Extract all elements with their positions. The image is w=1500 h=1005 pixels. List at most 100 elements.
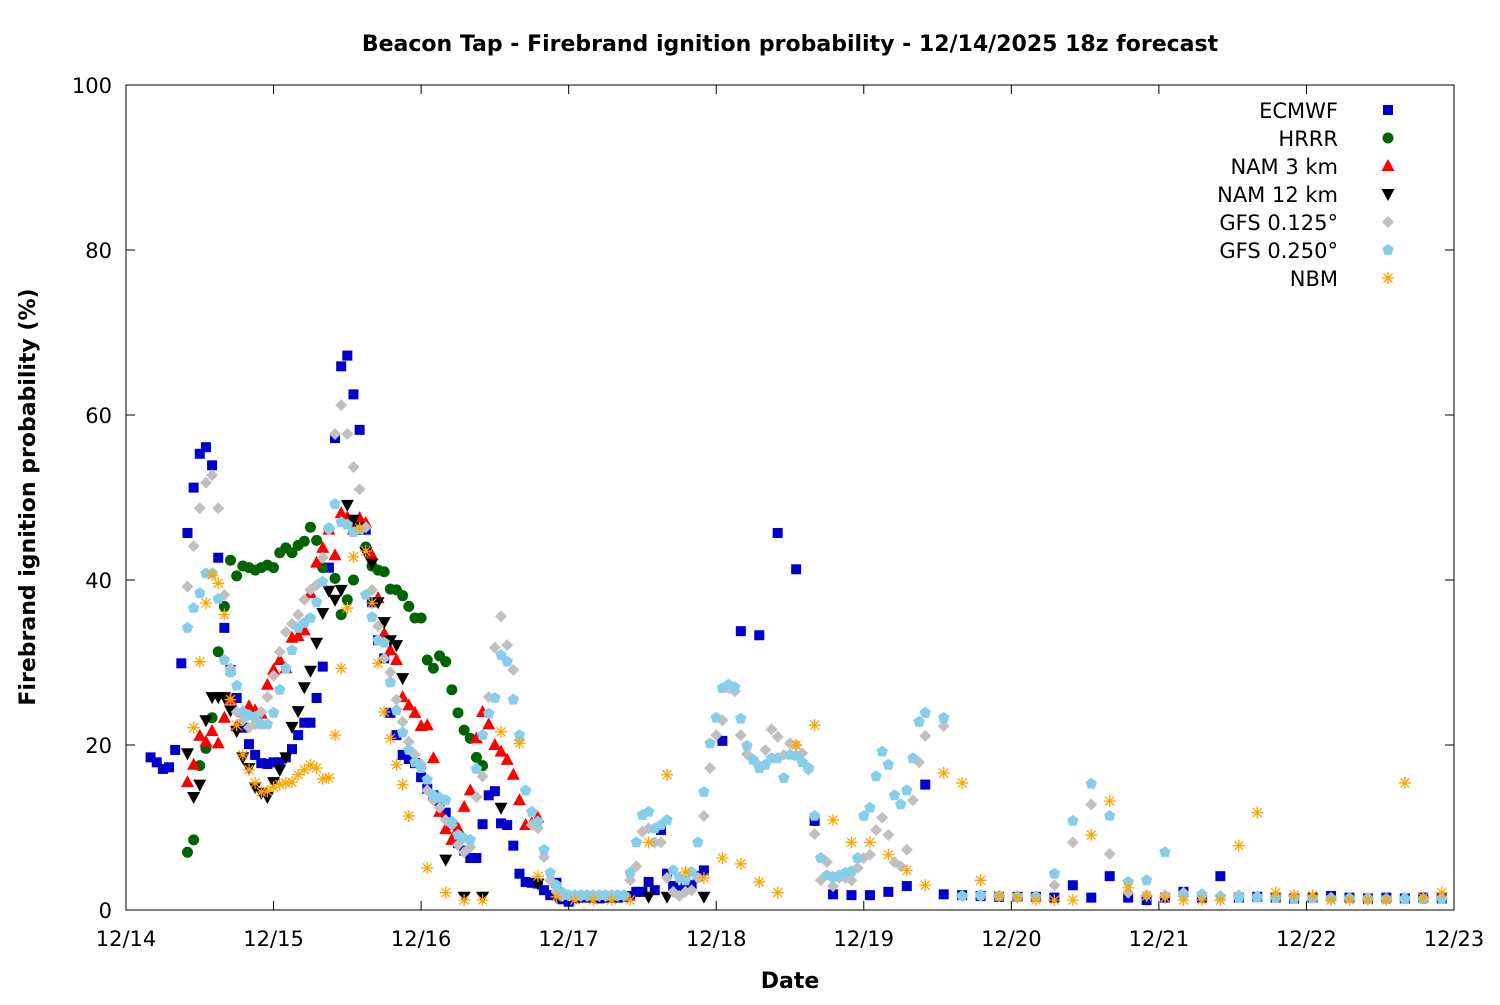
data-point — [261, 691, 274, 704]
data-point — [322, 585, 336, 598]
data-point — [1251, 891, 1263, 903]
data-point — [1011, 891, 1024, 904]
data-point — [710, 711, 722, 723]
data-point — [845, 836, 858, 849]
data-point — [421, 861, 434, 874]
data-point — [919, 729, 932, 742]
y-tick-label: 100 — [72, 74, 112, 98]
data-point — [403, 600, 415, 612]
data-point — [427, 662, 439, 674]
y-tick-label: 0 — [99, 899, 112, 923]
data-point — [279, 776, 292, 789]
data-point — [630, 836, 642, 848]
data-point — [754, 630, 765, 641]
data-point — [956, 890, 968, 901]
data-point — [845, 865, 858, 877]
data-point — [679, 874, 692, 886]
data-point — [907, 752, 919, 764]
data-point — [205, 723, 219, 736]
data-point — [286, 776, 298, 789]
data-point — [402, 735, 415, 748]
data-point — [415, 612, 427, 624]
data-point — [360, 588, 372, 600]
data-point — [242, 763, 255, 776]
data-point — [458, 894, 471, 907]
data-point — [236, 748, 249, 761]
data-point — [901, 881, 912, 892]
data-point — [697, 891, 711, 904]
data-point — [605, 894, 618, 907]
data-point — [218, 608, 231, 621]
data-point — [285, 721, 299, 734]
data-point — [1067, 814, 1079, 826]
data-point — [225, 554, 237, 566]
data-point — [164, 762, 175, 773]
data-point — [506, 767, 520, 780]
data-point — [1103, 795, 1116, 808]
data-point — [187, 540, 200, 553]
legend-marker-icon — [1382, 272, 1394, 284]
data-point — [328, 548, 342, 561]
data-point — [383, 635, 397, 648]
data-point — [292, 608, 305, 621]
data-point — [1195, 894, 1208, 907]
data-point — [882, 848, 895, 861]
data-point — [1086, 892, 1097, 903]
data-point — [704, 737, 716, 749]
legend-marker-icon — [1382, 216, 1394, 228]
data-point — [316, 772, 329, 785]
data-point — [298, 763, 311, 776]
x-tick-label: 12/19 — [834, 927, 895, 951]
y-tick-label: 60 — [85, 404, 112, 428]
data-point — [408, 705, 422, 718]
data-point — [145, 752, 156, 763]
data-point — [249, 776, 262, 789]
data-point — [864, 890, 875, 901]
data-point — [194, 587, 206, 599]
data-point — [305, 717, 316, 728]
data-point — [384, 666, 397, 679]
data-point — [397, 726, 409, 738]
data-point — [937, 720, 950, 733]
data-point — [268, 562, 280, 574]
data-point — [446, 815, 458, 827]
data-point — [458, 724, 470, 736]
data-point — [188, 482, 199, 493]
data-point — [531, 870, 544, 883]
data-point — [469, 731, 483, 744]
data-point — [747, 753, 759, 765]
y-tick-label: 80 — [85, 239, 112, 263]
data-point — [279, 625, 292, 638]
data-point — [900, 864, 913, 877]
data-point — [1269, 886, 1282, 899]
data-point — [237, 722, 248, 733]
data-point — [267, 706, 280, 718]
legend-item: ECMWF — [1259, 99, 1393, 123]
data-point — [1288, 889, 1301, 902]
data-point — [157, 763, 168, 774]
data-point — [465, 853, 476, 864]
data-point — [402, 809, 415, 822]
data-point — [470, 762, 483, 774]
legend-item: NBM — [1290, 267, 1394, 291]
data-point — [193, 779, 207, 792]
data-point — [377, 617, 391, 630]
data-point — [520, 876, 531, 887]
legend-marker-icon — [1383, 105, 1393, 115]
data-point — [193, 655, 206, 668]
data-point — [439, 854, 453, 867]
data-point — [207, 460, 218, 471]
data-point — [317, 661, 328, 672]
data-point — [366, 611, 378, 622]
data-point — [310, 762, 323, 775]
data-point — [255, 706, 268, 718]
data-point — [391, 730, 402, 741]
data-point — [385, 707, 396, 718]
data-point — [808, 828, 821, 841]
data-point — [261, 785, 274, 798]
data-point — [1066, 836, 1079, 849]
data-point — [1343, 894, 1356, 907]
data-point — [513, 729, 526, 740]
data-point — [1140, 889, 1153, 902]
data-point — [231, 679, 243, 691]
